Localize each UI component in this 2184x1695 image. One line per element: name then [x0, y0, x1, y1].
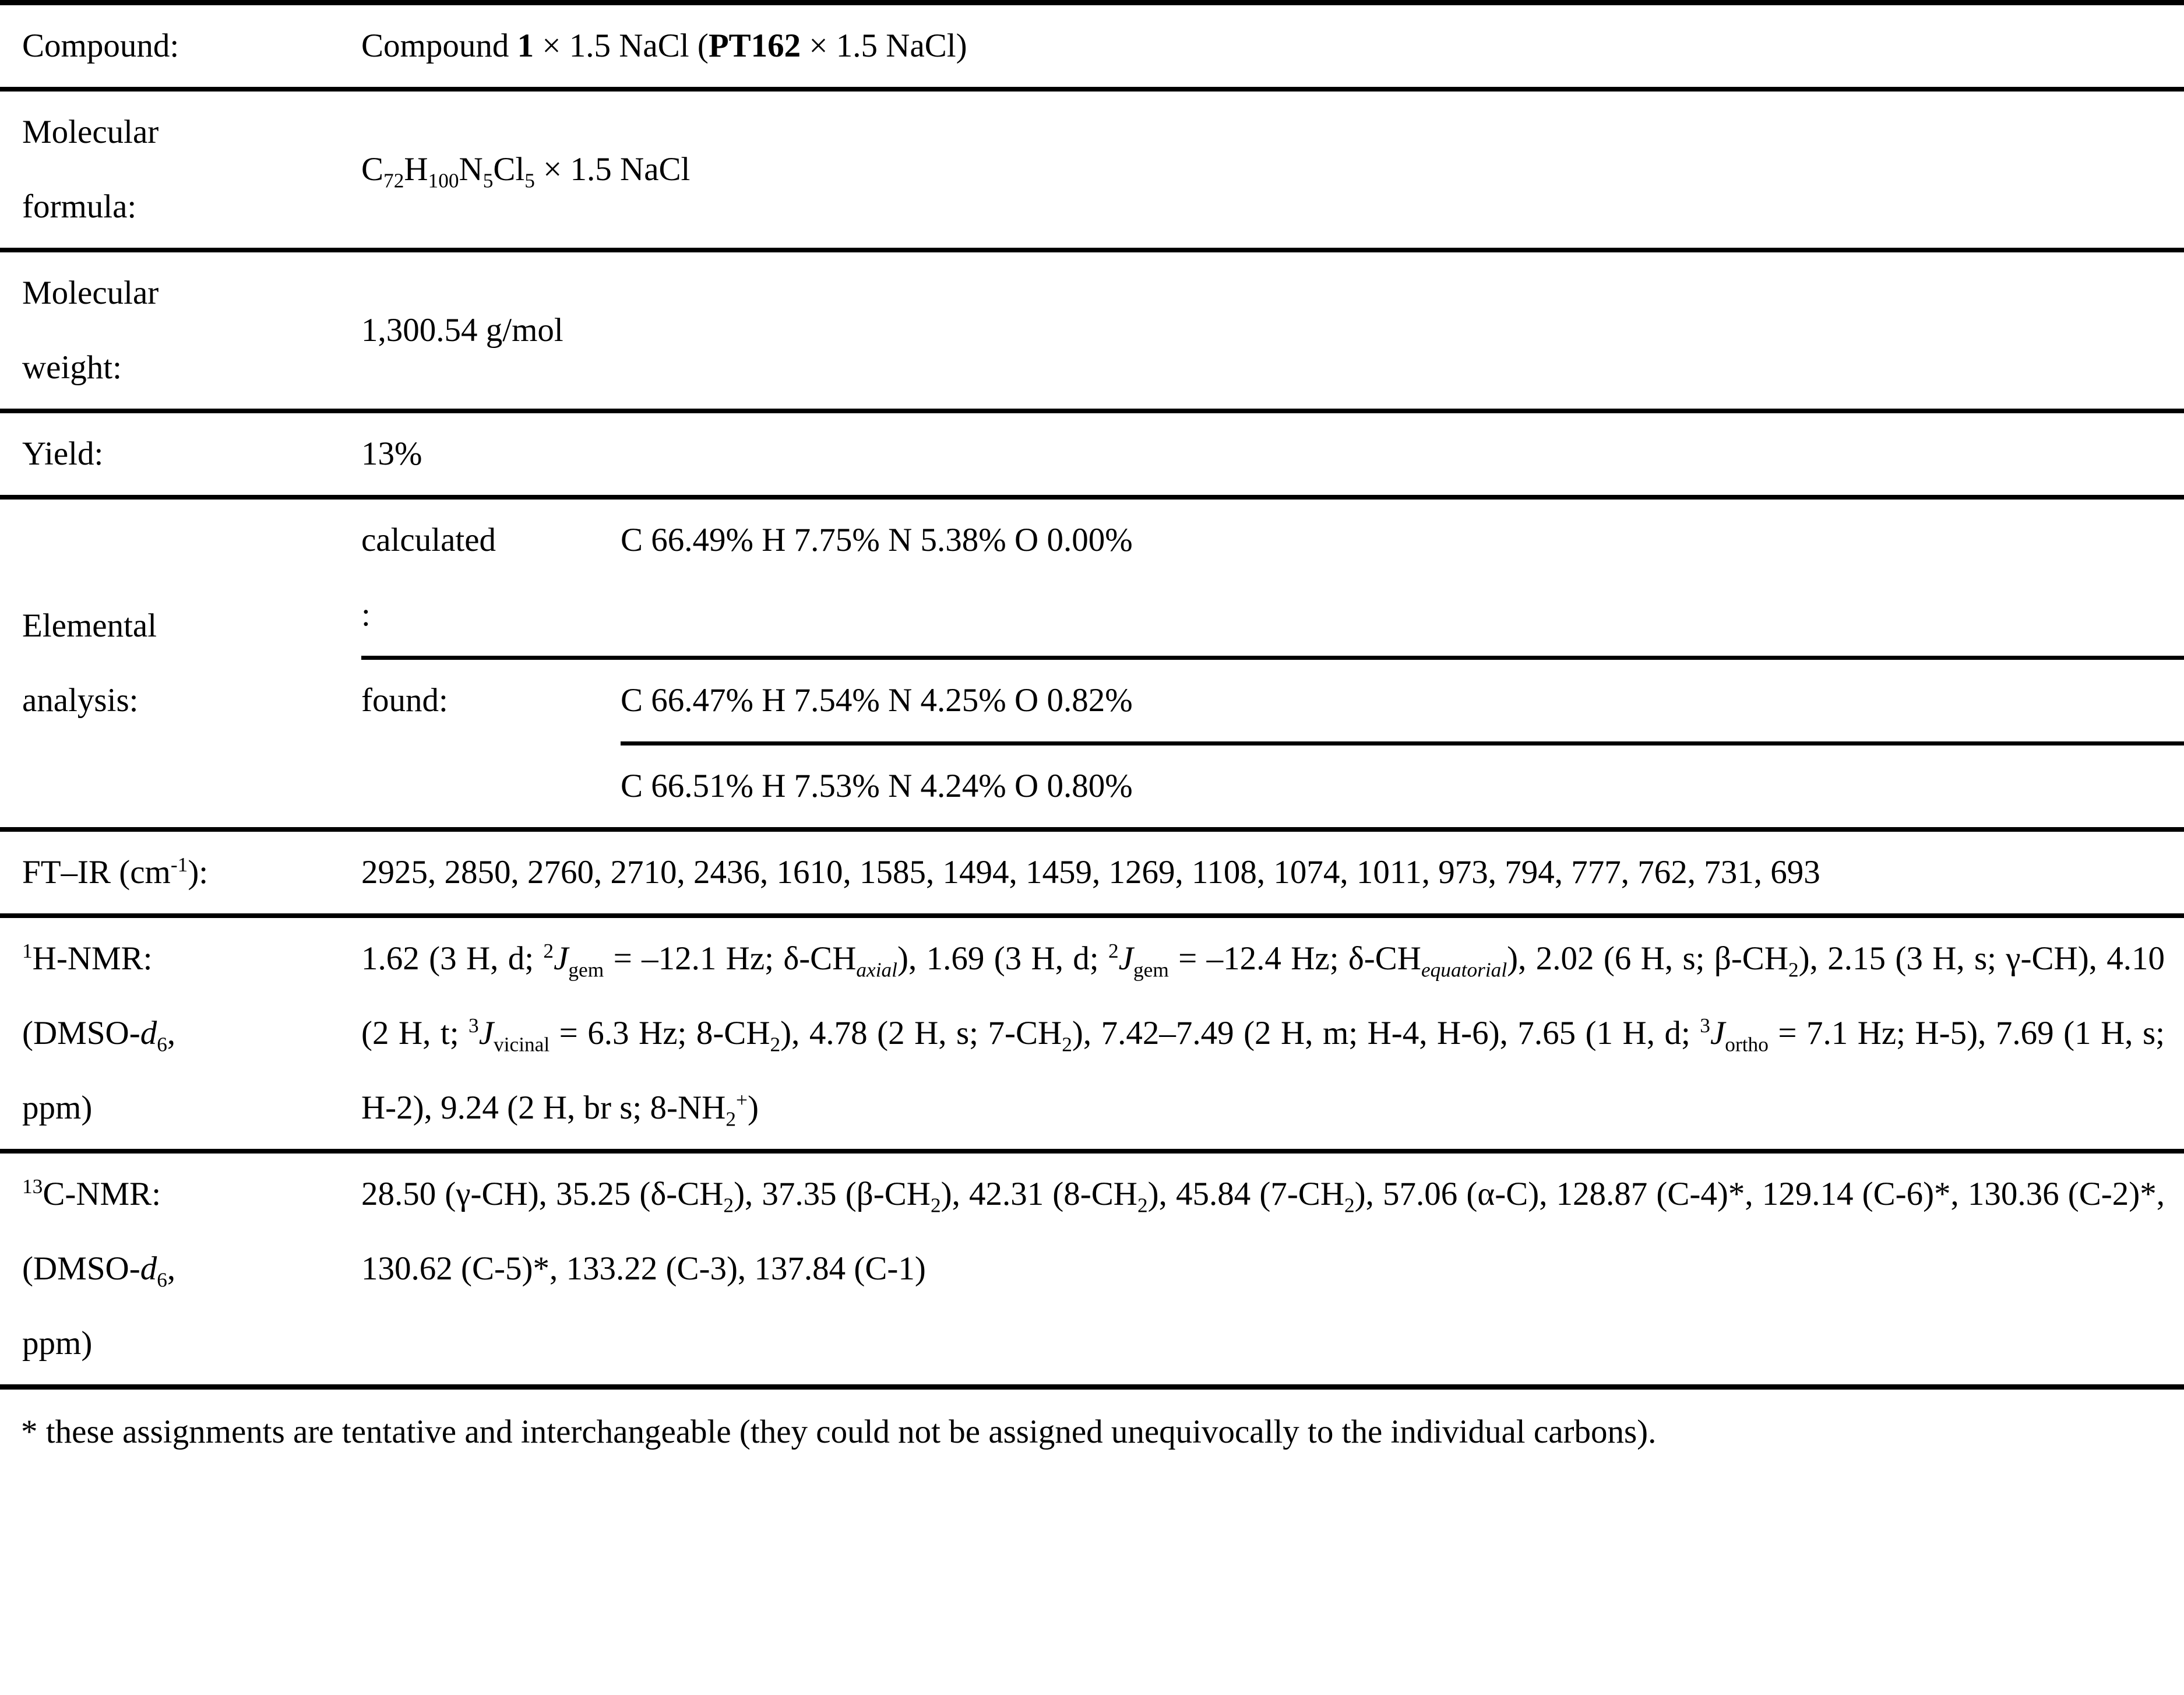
table-row-elemental-analysis: Elemental analysis: calculated : C 66.49… [0, 500, 2184, 832]
table-row-h-nmr: 1H-NMR: (DMSO-d6, ppm) 1.62 (3 H, d; 2Jg… [0, 918, 2184, 1154]
ftir-label: FT–IR (cm-1): [22, 853, 209, 891]
elemental-found-subrow-2: C 66.51% H 7.53% N 4.24% O 0.80% [361, 745, 2184, 827]
c-nmr-label-line3: ppm) [22, 1325, 93, 1362]
elemental-calculated-label-line1: calculated [361, 522, 496, 558]
table-row-molecular-formula: Molecular formula: C72H100N5Cl5 × 1.5 Na… [0, 92, 2184, 252]
molecular-weight-label: Molecular weight: [0, 252, 361, 409]
elemental-analysis-subtable: calculated : C 66.49% H 7.75% N 5.38% O … [361, 500, 2184, 827]
table-row-molecular-weight: Molecular weight: 1,300.54 g/mol [0, 252, 2184, 413]
elemental-found-label: found: [361, 682, 448, 719]
table-row-c-nmr: 13C-NMR: (DMSO-d6, ppm) 28.50 (γ-CH), 35… [0, 1154, 2184, 1384]
molecular-weight-label-line2: weight: [22, 349, 122, 386]
h-nmr-value: 1.62 (3 H, d; 2Jgem = –12.1 Hz; δ-CHaxia… [361, 940, 2165, 1131]
h-nmr-label-line2: (DMSO-d6, [22, 1015, 176, 1056]
h-nmr-label-line1: 1H-NMR: [22, 940, 153, 977]
table-row-compound: Compound: Compound 1 × 1.5 NaCl (PT162 ×… [0, 5, 2184, 92]
elemental-calculated-value: C 66.49% H 7.75% N 5.38% O 0.00% [621, 522, 1133, 558]
elemental-found-value-2: C 66.51% H 7.53% N 4.24% O 0.80% [621, 768, 1133, 804]
c-nmr-label-line2: (DMSO-d6, [22, 1250, 176, 1292]
elemental-analysis-label-line1: Elemental [22, 607, 157, 644]
elemental-found-label-spacer [361, 745, 621, 827]
molecular-formula-value: C72H100N5Cl5 × 1.5 NaCl [361, 151, 691, 192]
molecular-weight-label-line1: Molecular [22, 275, 159, 311]
elemental-analysis-label-line2: analysis: [22, 682, 139, 719]
compound-characterization-table: Compound: Compound 1 × 1.5 NaCl (PT162 ×… [0, 0, 2184, 1390]
molecular-formula-label-line2: formula: [22, 188, 137, 225]
elemental-calculated-subrow: calculated : C 66.49% H 7.75% N 5.38% O … [361, 500, 2184, 660]
compound-value: Compound 1 × 1.5 NaCl (PT162 × 1.5 NaCl) [361, 27, 967, 64]
c-nmr-value: 28.50 (γ-CH), 35.25 (δ-CH2), 37.35 (β-CH… [361, 1176, 2165, 1287]
elemental-calculated-label-line2: : [361, 596, 371, 633]
elemental-analysis-label: Elemental analysis: [0, 585, 361, 741]
h-nmr-label: 1H-NMR: (DMSO-d6, ppm) [0, 918, 361, 1149]
table-row-yield: Yield: 13% [0, 413, 2184, 500]
elemental-found-value-1: C 66.47% H 7.54% N 4.25% O 0.82% [621, 660, 2184, 745]
molecular-formula-label-line1: Molecular [22, 114, 159, 150]
molecular-weight-value: 1,300.54 g/mol [361, 312, 563, 349]
elemental-found-subrow: found: C 66.47% H 7.54% N 4.25% O 0.82% [361, 660, 2184, 745]
assignments-footnote: * these assignments are tentative and in… [21, 1413, 1657, 1450]
molecular-formula-label: Molecular formula: [0, 92, 361, 248]
elemental-calculated-label: calculated : [361, 500, 621, 656]
ftir-value: 2925, 2850, 2760, 2710, 2436, 1610, 1585… [361, 854, 1820, 891]
compound-label: Compound: [22, 27, 179, 64]
yield-value: 13% [361, 435, 422, 472]
yield-label: Yield: [22, 435, 104, 472]
h-nmr-label-line3: ppm) [22, 1089, 93, 1126]
c-nmr-label: 13C-NMR: (DMSO-d6, ppm) [0, 1154, 361, 1384]
c-nmr-label-line1: 13C-NMR: [22, 1175, 161, 1212]
table-row-ftir: FT–IR (cm-1): 2925, 2850, 2760, 2710, 24… [0, 832, 2184, 918]
